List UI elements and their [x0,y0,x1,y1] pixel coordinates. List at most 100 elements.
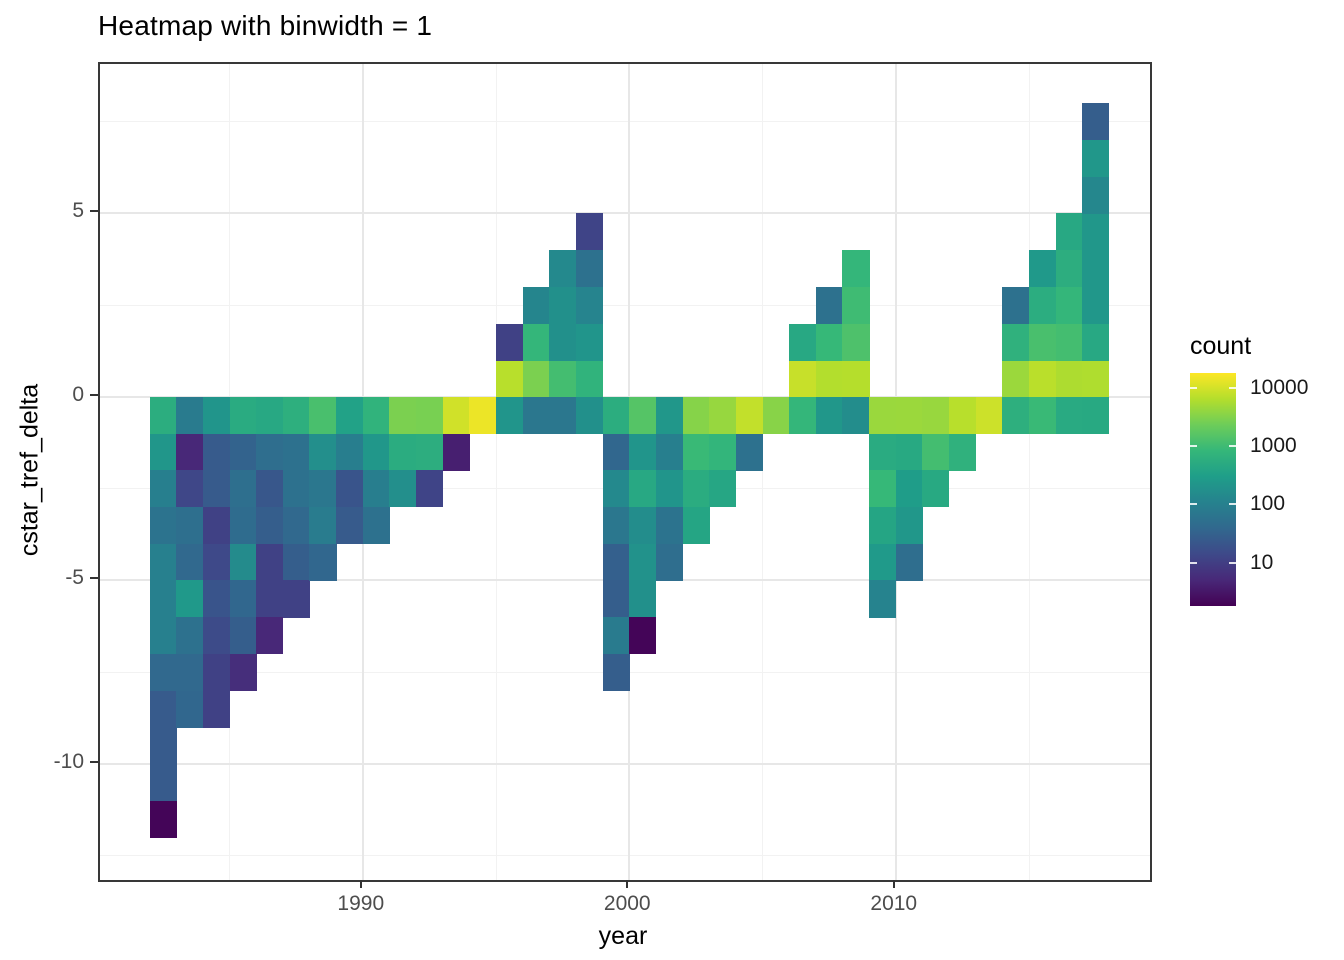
heatmap-cell [282,396,310,435]
heatmap-cell [602,617,630,655]
heatmap-cell [496,323,524,361]
legend-tick [1190,503,1197,506]
heatmap-cell [762,396,790,435]
heatmap-cell [895,396,923,435]
heatmap-cell [1082,213,1110,251]
heatmap-cell [1055,323,1083,361]
heatmap-cell [895,543,923,581]
heatmap-cell [549,360,577,398]
heatmap-cell [629,396,657,435]
heatmap-cell [1029,323,1057,361]
heatmap-cell [522,360,550,398]
x-tick-label: 2010 [870,892,918,915]
heatmap-cell [176,617,204,655]
heatmap-cell [149,800,177,838]
heatmap-cell [575,323,603,361]
legend-tick [1229,386,1236,389]
heatmap-cell [149,690,177,728]
legend-tick-label: 10000 [1250,375,1309,399]
heatmap-cell [629,470,657,508]
heatmap-cell [176,653,204,691]
heatmap-cell [362,507,390,545]
heatmap-cell [229,396,257,435]
heatmap-cell [1082,250,1110,288]
heatmap-cell [416,433,444,471]
heatmap-cell [202,543,230,581]
heatmap-cell [895,433,923,471]
heatmap-cell [1055,250,1083,288]
heatmap-cell [789,323,817,361]
heatmap-cell [309,507,337,545]
heatmap-cell [895,507,923,545]
heatmap-cell [575,360,603,398]
heatmap-cell [735,396,763,435]
heatmap-cell [1002,360,1030,398]
heatmap-cell [629,543,657,581]
heatmap-cell [522,286,550,324]
legend-tick [1229,444,1236,447]
y-major-gridline [100,212,1150,215]
heatmap-cell [1055,360,1083,398]
legend-tick-label: 10 [1250,550,1274,574]
heatmap-cell [309,543,337,581]
y-tick-label: 5 [72,199,84,223]
heatmap-cell [575,213,603,251]
heatmap-cell [256,580,284,618]
legend-tick-label: 100 [1250,492,1286,516]
heatmap-cell [282,433,310,471]
heatmap-cell [202,433,230,471]
heatmap-cell [149,433,177,471]
heatmap-cell [309,396,337,435]
heatmap-cell [602,507,630,545]
heatmap-cell [922,396,950,435]
heatmap-cell [655,543,683,581]
heatmap-cell [869,396,897,435]
heatmap-cell [389,470,417,508]
heatmap-cell [842,396,870,435]
x-axis-tick [626,880,629,888]
legend-title: count [1190,332,1252,360]
legend-tick [1190,561,1197,564]
heatmap-cell [709,433,737,471]
heatmap-cell [229,653,257,691]
heatmap-cell [442,396,470,435]
heatmap-cell [575,396,603,435]
heatmap-cell [256,433,284,471]
y-minor-gridline [100,304,1150,306]
heatmap-cell [1002,286,1030,324]
legend-tick-label: 1000 [1250,433,1297,457]
heatmap-cell [1082,103,1110,141]
heatmap-cell [1029,286,1057,324]
heatmap-cell [1082,139,1110,178]
x-axis-tick [359,880,362,888]
heatmap-cell [655,507,683,545]
heatmap-cell [1002,323,1030,361]
heatmap-cell [229,470,257,508]
y-axis-tick [90,761,98,763]
heatmap-cell [869,580,897,618]
heatmap-cell [176,433,204,471]
heatmap-cell [309,470,337,508]
heatmap-cell [655,470,683,508]
heatmap-cell [789,396,817,435]
x-axis-title: year [598,922,648,950]
y-tick-label: 0 [72,382,84,406]
heatmap-cell [549,250,577,288]
heatmap-cell [149,396,177,435]
heatmap-cell [202,690,230,728]
heatmap-cell [575,286,603,324]
heatmap-cell [176,507,204,545]
heatmap-cell [629,580,657,618]
heatmap-cell [682,470,710,508]
heatmap-cell [949,433,977,471]
heatmap-cell [176,690,204,728]
heatmap-cell [1029,250,1057,288]
y-axis-title: cstar_tref_delta [15,383,44,557]
x-axis-tick [892,880,895,888]
heatmap-cell [202,580,230,618]
heatmap-cell [336,470,364,508]
heatmap-cell [655,396,683,435]
heatmap-cell [149,470,177,508]
heatmap-cell [682,507,710,545]
heatmap-cell [389,433,417,471]
